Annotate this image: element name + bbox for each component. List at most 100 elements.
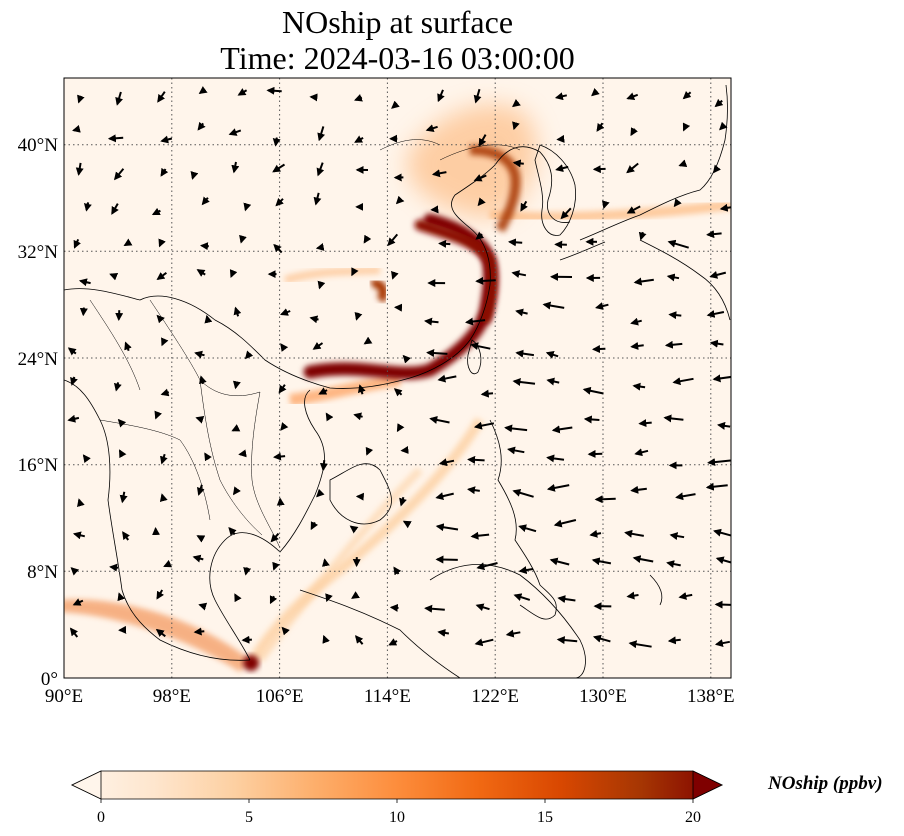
wind-arrow xyxy=(675,492,696,501)
wind-arrow xyxy=(546,377,560,386)
wind-arrow xyxy=(232,486,241,496)
wind-arrow xyxy=(72,598,84,606)
wind-arrow xyxy=(477,197,486,207)
wind-arrow xyxy=(545,351,559,359)
wind-arrow xyxy=(310,521,319,531)
colorbar-max-extend xyxy=(692,770,723,800)
wind-arrow xyxy=(280,343,289,352)
wind-arrow xyxy=(198,86,208,95)
wind-arrow xyxy=(719,121,728,131)
wind-arrow xyxy=(480,389,494,398)
wind-arrow xyxy=(115,91,123,106)
wind-arrow xyxy=(151,207,161,216)
wind-arrow xyxy=(318,387,328,395)
wind-arrow xyxy=(632,382,646,391)
wind-arrow xyxy=(546,454,565,463)
wind-arrow xyxy=(435,523,459,532)
wind-arrow xyxy=(228,527,237,536)
wind-arrow xyxy=(228,128,242,136)
wind-arrow xyxy=(196,269,206,277)
wind-arrow xyxy=(349,525,359,534)
wind-arrow xyxy=(115,310,124,321)
y-tick-label: 24°N xyxy=(18,349,59,370)
wind-arrow xyxy=(67,414,80,423)
wind-arrow xyxy=(594,495,616,504)
wind-arrow xyxy=(72,531,86,540)
wind-arrow xyxy=(77,498,85,508)
wind-arrow xyxy=(478,134,487,147)
wind-arrow xyxy=(109,273,119,281)
wind-arrow xyxy=(626,92,639,100)
wind-arrow xyxy=(713,528,731,537)
wind-arrow xyxy=(117,418,127,428)
wind-arrow xyxy=(424,604,445,613)
wind-arrow xyxy=(591,87,600,97)
wind-arrow xyxy=(626,162,639,174)
wind-arrow xyxy=(272,163,286,173)
colorbar-bar xyxy=(71,770,723,800)
wind-arrow xyxy=(155,628,166,638)
wind-arrow xyxy=(393,388,403,397)
wind-arrow xyxy=(196,535,206,543)
wind-arrow xyxy=(201,196,210,206)
wind-arrow xyxy=(465,317,486,326)
wind-arrow xyxy=(512,378,536,386)
wind-arrow xyxy=(109,563,119,572)
wind-arrow xyxy=(515,349,535,358)
x-tick-label: 90°E xyxy=(45,686,83,707)
wind-arrow xyxy=(196,484,205,496)
wind-arrow xyxy=(388,638,398,646)
wind-arrow xyxy=(156,271,167,281)
wind-arrow xyxy=(197,121,206,131)
wind-arrow xyxy=(75,162,84,176)
wind-arrow xyxy=(719,203,731,212)
y-tick-label: 0° xyxy=(41,669,58,690)
wind-arrow xyxy=(473,421,495,430)
wind-arrow xyxy=(107,134,124,143)
wind-arrow xyxy=(317,126,326,142)
wind-arrow xyxy=(270,532,280,543)
wind-arrow xyxy=(513,593,531,601)
wind-arrow xyxy=(316,488,325,498)
wind-arrow xyxy=(111,203,119,215)
wind-arrow xyxy=(315,243,325,251)
wind-arrow xyxy=(714,639,730,648)
wind-arrow xyxy=(231,161,240,174)
wind-arrow xyxy=(705,482,728,491)
wind-arrow xyxy=(351,591,360,599)
x-tick-label: 122°E xyxy=(471,686,519,707)
wind-arrow xyxy=(473,88,482,104)
wind-arrow xyxy=(72,124,81,133)
wind-arrow xyxy=(682,90,692,100)
wind-arrow xyxy=(426,349,448,358)
wind-arrow xyxy=(672,377,694,386)
wind-arrow xyxy=(632,555,654,564)
wind-arrow xyxy=(243,567,252,576)
wind-arrow xyxy=(389,603,399,612)
wind-vectors xyxy=(67,86,731,649)
wind-arrow xyxy=(709,339,724,348)
wind-arrow xyxy=(518,566,534,575)
wind-arrow xyxy=(67,347,77,356)
wind-arrow xyxy=(424,317,439,326)
wind-arrow xyxy=(78,278,91,287)
wind-arrow xyxy=(232,380,241,390)
wind-arrow xyxy=(431,169,447,178)
wind-arrow xyxy=(437,89,445,103)
wind-arrow xyxy=(601,200,610,210)
wind-arrow xyxy=(391,100,400,109)
wind-arrow xyxy=(156,314,165,324)
wind-arrow xyxy=(592,634,611,643)
wind-arrow xyxy=(512,159,524,168)
wind-arrow xyxy=(160,388,170,397)
wind-arrow xyxy=(505,629,521,638)
wind-arrow xyxy=(626,205,641,214)
wind-arrow xyxy=(309,315,319,324)
wind-arrow xyxy=(357,384,366,395)
map-frame xyxy=(63,77,732,679)
wind-arrow xyxy=(325,412,334,422)
map-subtitle-time: Time: 2024-03-16 03:00:00 xyxy=(220,40,575,76)
wind-arrow xyxy=(664,340,683,349)
wind-arrow xyxy=(542,301,565,310)
wind-arrow xyxy=(321,558,330,567)
